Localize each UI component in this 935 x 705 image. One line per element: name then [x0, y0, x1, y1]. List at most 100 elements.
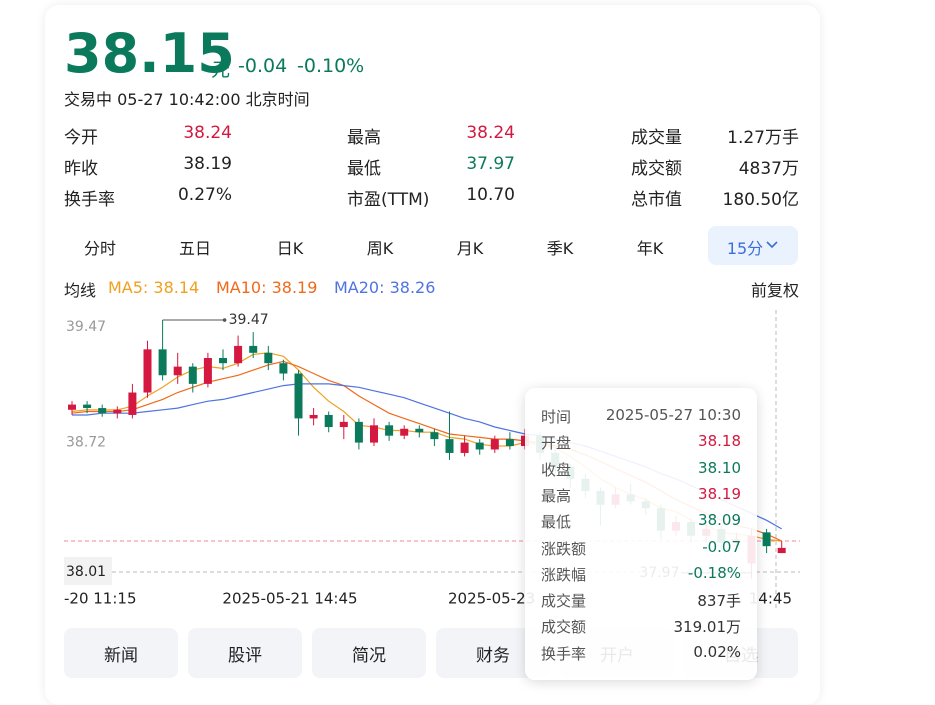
y-axis-label: 38.01	[66, 564, 106, 580]
period-tab[interactable]: 五日	[178, 239, 212, 258]
tooltip-label: 换手率	[541, 644, 587, 663]
ma-legend-item: MA5: 38.14	[108, 278, 200, 297]
candle-body	[203, 357, 212, 384]
high-annotation: 39.47	[229, 312, 269, 328]
candle-body	[219, 357, 227, 364]
candle-body	[445, 439, 454, 453]
candle-body	[354, 421, 363, 443]
stat-label: 最高	[347, 128, 381, 148]
candle-body	[460, 442, 469, 453]
tooltip-value: -0.18%	[687, 563, 741, 582]
stat-value: 180.50亿	[722, 190, 799, 210]
price-unit: 元	[211, 59, 231, 81]
stat-label: 成交量	[631, 128, 682, 148]
candle-body	[324, 414, 333, 428]
period-tab[interactable]: 日K	[276, 239, 304, 258]
period-tab[interactable]: 季K	[546, 239, 574, 258]
tooltip-label: 时间	[541, 408, 572, 426]
y-axis-label: 39.47	[66, 319, 106, 335]
tooltip-value: 2025-05-27 10:30	[605, 406, 741, 424]
action-button[interactable]: 简况	[312, 628, 426, 678]
candle-body	[158, 349, 167, 376]
stat-label: 市盈(TTM)	[347, 190, 430, 210]
candle-body	[83, 404, 92, 409]
candle-body	[128, 392, 137, 415]
price-label-bg	[64, 557, 112, 585]
tooltip-value: 319.01万	[673, 618, 742, 637]
ma-legend-item: MA10: 38.19	[216, 278, 318, 297]
stat-label: 昨收	[64, 159, 98, 179]
tooltip-value: 38.09	[698, 511, 741, 530]
candle-body	[249, 345, 258, 353]
x-axis-label: 14:45	[749, 590, 792, 608]
price: 38.15	[64, 22, 235, 85]
period-tab[interactable]: 年K	[636, 239, 664, 258]
candle-body	[370, 425, 378, 443]
active-tab-bg	[708, 226, 798, 265]
tooltip-value: 38.10	[698, 458, 741, 477]
period-tab[interactable]: 周K	[366, 239, 394, 258]
stat-label: 成交额	[631, 159, 682, 179]
candle-body	[309, 414, 318, 419]
candle-body	[415, 428, 424, 433]
tooltip-label: 开盘	[541, 434, 572, 453]
action-button[interactable]: 股评	[188, 628, 302, 678]
stat-label: 总市值	[631, 190, 682, 210]
tooltip-label: 最低	[541, 513, 572, 532]
candle-body	[490, 439, 499, 450]
stat-value: 38.24	[466, 123, 515, 143]
candle-body	[68, 404, 76, 410]
candle-body	[339, 421, 348, 428]
period-tab[interactable]: 月K	[456, 239, 484, 258]
x-axis-label: 2025-05-21 14:45	[222, 590, 357, 608]
stat-label: 换手率	[64, 190, 115, 210]
stat-value: 4837万	[738, 159, 799, 179]
action-button[interactable]: 新闻	[64, 628, 178, 678]
price-change: -0.04	[238, 55, 288, 77]
period-tab[interactable]: 15分	[726, 239, 764, 258]
candle-body	[294, 373, 303, 419]
candle-body	[98, 408, 107, 414]
candle-body	[762, 532, 771, 547]
x-axis-label: 2025-05-23	[448, 590, 535, 608]
candle-body	[505, 439, 514, 447]
tooltip-label: 成交量	[541, 592, 587, 611]
tooltip-value: 837手	[697, 592, 741, 611]
candle-body	[113, 409, 122, 414]
tooltip-value: 0.02%	[693, 642, 741, 661]
x-axis-label: -20 11:15	[64, 590, 137, 608]
candle-body	[430, 432, 439, 440]
price-change-pct: -0.10%	[297, 55, 365, 77]
tooltip-value: -0.07	[702, 537, 741, 556]
candle-body	[400, 428, 409, 436]
stat-value: 0.27%	[177, 185, 232, 205]
ma-label: 均线	[64, 281, 97, 300]
ma-legend-item: MA20: 38.26	[334, 278, 436, 297]
candle-body	[475, 442, 484, 450]
trade-status: 交易中 05-27 10:42:00 北京时间	[64, 90, 310, 109]
stat-value: 38.19	[183, 154, 232, 174]
chevron-icon	[766, 241, 778, 249]
candle-body	[777, 547, 786, 554]
candle-body	[279, 363, 288, 374]
candle-body	[143, 349, 152, 393]
tooltip-label: 涨跌额	[541, 539, 587, 558]
candle-body	[173, 366, 182, 376]
stat-label: 今开	[64, 128, 98, 148]
candle-body	[264, 352, 273, 364]
stat-label: 最低	[347, 159, 381, 179]
candle-body	[385, 425, 394, 436]
tooltip: 时间 2025-05-27 10:30 开盘 38.18 收盘 38.10 最高 38.19 最…	[525, 388, 757, 680]
tooltip-value: 38.18	[698, 432, 741, 451]
adjust-mode[interactable]: 前复权	[750, 281, 799, 300]
stat-value: 38.24	[183, 123, 232, 143]
stat-value: 1.27万手	[727, 128, 799, 148]
candle-body	[188, 366, 197, 384]
y-axis-label: 38.72	[66, 434, 106, 450]
period-tab[interactable]: 分时	[83, 239, 117, 258]
tooltip-label: 涨跌幅	[541, 565, 587, 584]
high-annotation-dot	[222, 318, 227, 322]
candle-body	[234, 345, 243, 364]
tooltip-label: 成交额	[541, 618, 587, 637]
